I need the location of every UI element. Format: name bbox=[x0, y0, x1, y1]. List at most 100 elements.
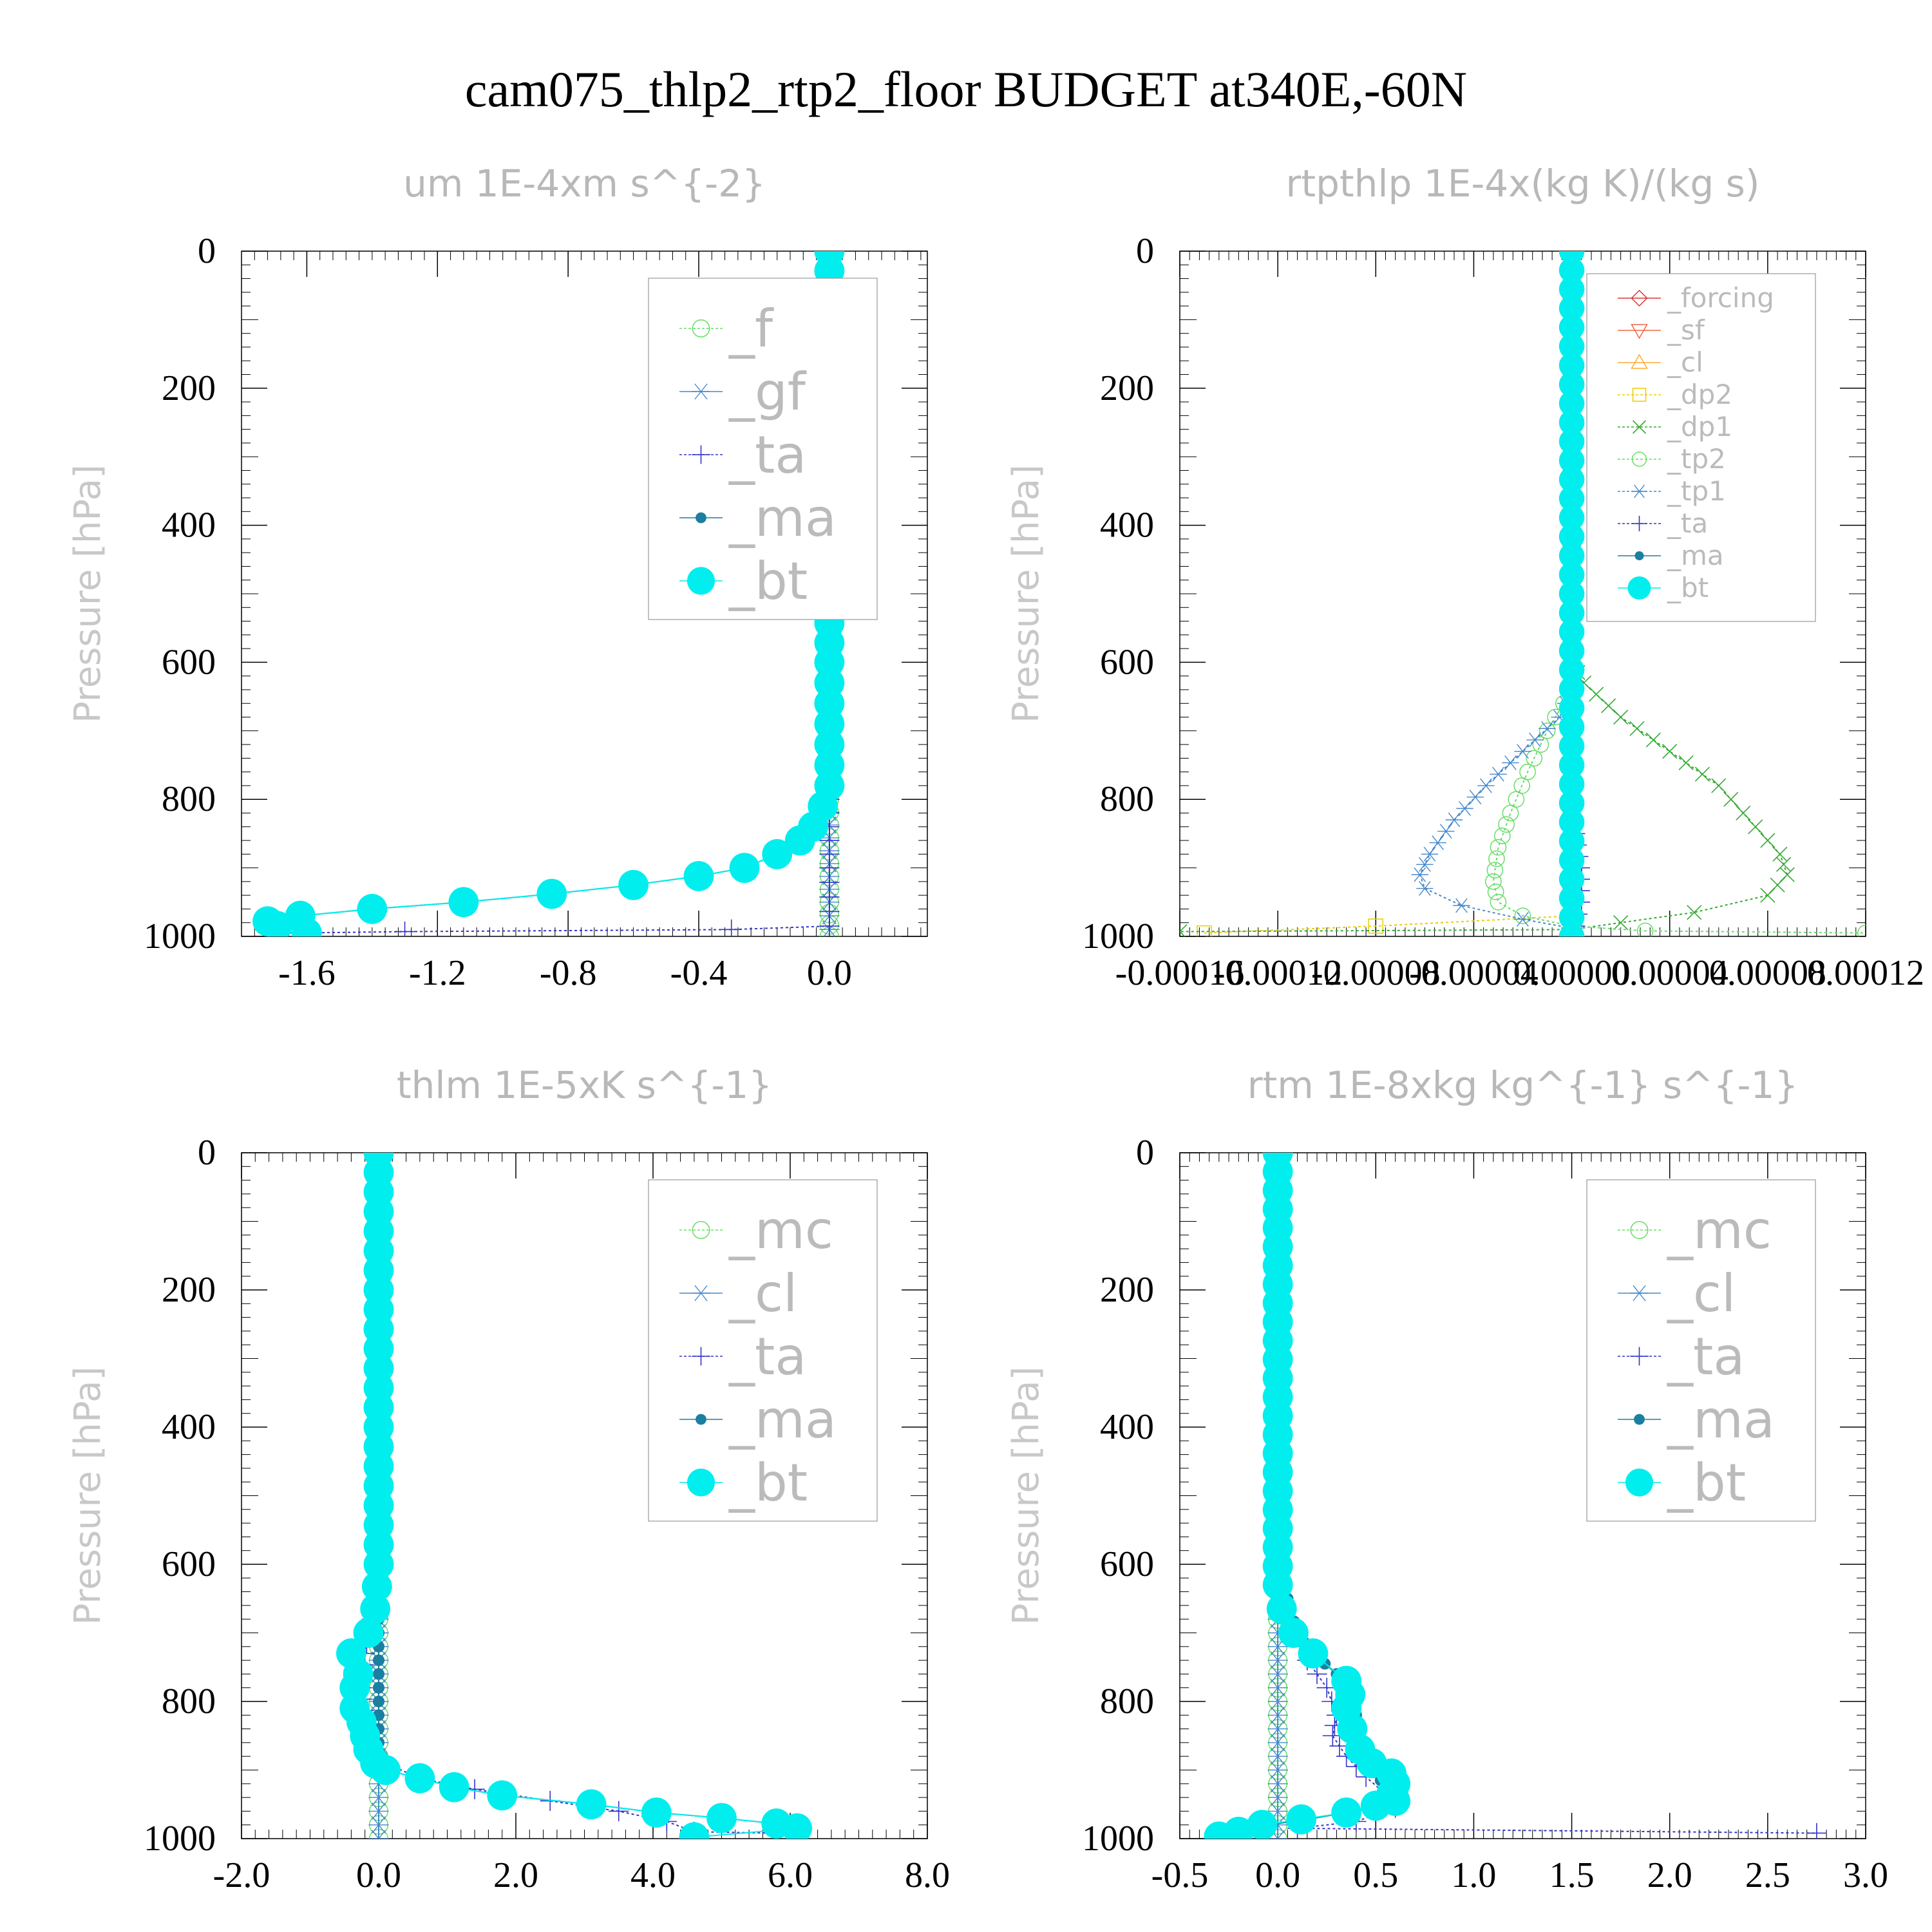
chart-panel-3: thlm 1E-5xK s^{-1} Pressure [hPa] 0 200 400 6… bbox=[67, 1063, 950, 1895]
data-point bbox=[1267, 1651, 1288, 1669]
x-tick-label: 0.00008 bbox=[1709, 953, 1826, 993]
legend-marker bbox=[687, 1468, 715, 1497]
legend-marker bbox=[1630, 1285, 1649, 1302]
y-tick-label: 600 bbox=[162, 1544, 216, 1584]
x-tick-label: 0.5 bbox=[1353, 1855, 1398, 1895]
data-point bbox=[487, 1780, 518, 1811]
data-point bbox=[1558, 257, 1585, 283]
data-point bbox=[448, 887, 479, 918]
chart-panel-4: rtm 1E-8xkg kg^{-1} s^{-1} Pressure [hPa]… bbox=[1005, 1063, 1888, 1895]
data-point bbox=[1477, 778, 1495, 793]
legend-marker bbox=[692, 1221, 710, 1239]
legend-label: _ma bbox=[1667, 540, 1724, 571]
legend-label: _tp1 bbox=[1667, 475, 1726, 507]
legend-label: _bt bbox=[1667, 572, 1709, 603]
panel-title: rtm 1E-8xkg kg^{-1} s^{-1} bbox=[1247, 1063, 1799, 1107]
data-point bbox=[368, 1830, 389, 1839]
panel-title: thlm 1E-5xK s^{-1} bbox=[397, 1063, 772, 1107]
data-point bbox=[1806, 1823, 1827, 1839]
data-point bbox=[1286, 1804, 1317, 1835]
y-tick-label: 1000 bbox=[1082, 916, 1154, 956]
data-point bbox=[1558, 466, 1585, 493]
data-point bbox=[1736, 805, 1751, 821]
legend-marker bbox=[1630, 1347, 1649, 1366]
data-point bbox=[1558, 448, 1585, 473]
data-point bbox=[360, 1593, 391, 1624]
x-tick-label: 0.0 bbox=[1255, 1855, 1300, 1895]
legend-marker bbox=[692, 445, 710, 464]
y-tick-label: 0 bbox=[1136, 231, 1154, 271]
data-point bbox=[1487, 883, 1504, 900]
data-point bbox=[1421, 846, 1439, 862]
data-point bbox=[706, 1803, 737, 1833]
y-tick-label: 800 bbox=[162, 779, 216, 819]
series-bt bbox=[336, 1153, 813, 1839]
legend-label: _ta bbox=[1667, 1327, 1745, 1387]
data-point bbox=[1645, 732, 1661, 748]
legend-label: _tp2 bbox=[1667, 443, 1726, 475]
x-tick-label: 6.0 bbox=[768, 1855, 813, 1895]
legend-label: _bt bbox=[728, 551, 808, 611]
data-point bbox=[1558, 866, 1585, 893]
data-point bbox=[1558, 695, 1585, 721]
legend-label: _ma bbox=[728, 488, 837, 548]
x-tick-label: 2.5 bbox=[1745, 1855, 1790, 1895]
data-point bbox=[368, 1816, 389, 1834]
data-point bbox=[1558, 638, 1585, 664]
legend-label: _cl bbox=[728, 1264, 797, 1323]
data-point bbox=[1453, 898, 1470, 913]
data-point bbox=[1636, 922, 1654, 936]
y-tick-label: 200 bbox=[162, 1270, 216, 1310]
legend-marker bbox=[1631, 289, 1648, 307]
panel-title: um 1E-4xm s^{-2} bbox=[403, 162, 766, 205]
data-point bbox=[1532, 736, 1549, 753]
x-tick-label: -0.00004 bbox=[1409, 953, 1539, 993]
data-point bbox=[1490, 838, 1507, 856]
data-point bbox=[1526, 750, 1543, 767]
data-point bbox=[1857, 924, 1866, 936]
data-point bbox=[1772, 846, 1788, 862]
legend-marker bbox=[1625, 1468, 1654, 1497]
legend-marker bbox=[696, 512, 706, 524]
legend-label: _ma bbox=[728, 1390, 837, 1450]
data-point bbox=[1180, 923, 1188, 936]
data-point bbox=[1760, 833, 1776, 848]
data-point bbox=[1368, 918, 1384, 934]
data-point bbox=[1490, 893, 1507, 911]
data-point bbox=[1601, 698, 1616, 714]
x-tick-label: 8.0 bbox=[905, 1855, 950, 1895]
legend-box bbox=[648, 1179, 878, 1522]
data-point bbox=[1558, 809, 1585, 835]
legend-label: _mc bbox=[728, 1200, 833, 1260]
data-point bbox=[1694, 766, 1710, 782]
y-tick-label: 600 bbox=[162, 642, 216, 682]
data-point bbox=[1558, 657, 1585, 683]
data-point bbox=[1558, 352, 1585, 379]
chart-panel-2: rtpthlp 1E-4x(kg K)/(kg s) Pressure [hPa]… bbox=[1005, 162, 1924, 993]
y-tick-label: 1000 bbox=[144, 916, 216, 956]
x-tick-label: -0.00016 bbox=[1115, 953, 1245, 993]
x-tick-label: -2.0 bbox=[213, 1855, 270, 1895]
legend-box bbox=[1586, 273, 1816, 622]
y-tick-label: 200 bbox=[1100, 1270, 1154, 1310]
x-tick-label: 0.00004 bbox=[1611, 953, 1728, 993]
legend-marker bbox=[1632, 388, 1647, 402]
data-point bbox=[782, 1813, 813, 1839]
data-point bbox=[1247, 1810, 1278, 1839]
data-point bbox=[679, 1822, 710, 1839]
data-point bbox=[1558, 600, 1585, 626]
legend-label: _cl bbox=[1667, 1264, 1736, 1323]
data-point bbox=[1711, 778, 1727, 793]
y-tick-label: 400 bbox=[162, 1407, 216, 1447]
data-point bbox=[1589, 687, 1604, 702]
panels: um 1E-4xm s^{-2} Pressure [hPa] 0 200 400 600… bbox=[67, 162, 1924, 1895]
data-point bbox=[1267, 1747, 1288, 1765]
data-point bbox=[1613, 709, 1629, 725]
data-point bbox=[1558, 904, 1585, 931]
data-point bbox=[1267, 1761, 1288, 1779]
legend-marker bbox=[1631, 484, 1647, 498]
legend-marker bbox=[692, 319, 710, 337]
data-point bbox=[1267, 1788, 1288, 1806]
data-point bbox=[1416, 857, 1434, 872]
